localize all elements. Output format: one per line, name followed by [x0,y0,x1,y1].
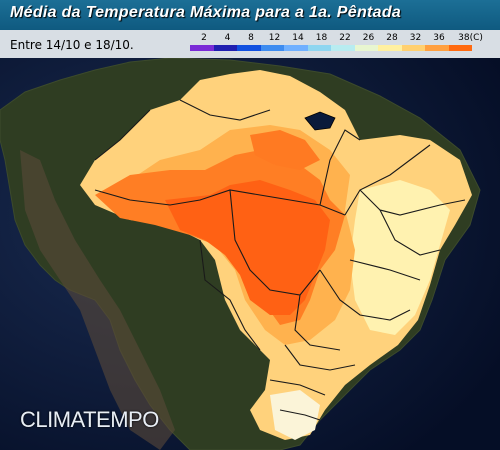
scale-swatch [237,45,261,51]
scale-label: 18 [315,33,328,43]
scale-swatch [284,45,308,51]
legend-bar [0,30,500,58]
map-title: Média da Temperatura Máxima para a 1a. P… [10,4,402,21]
scale-label: 38(C) [458,33,483,43]
scale-label: 2 [201,33,207,43]
scale-label: 22 [339,33,351,43]
scale-swatch [378,45,402,51]
scale-labels: 2 4 8 12 14 18 22 26 28 32 36 38(C) [190,33,500,43]
temperature-map [0,58,500,450]
scale-label: 26 [362,33,375,43]
title-bar: Média da Temperatura Máxima para a 1a. P… [0,0,500,30]
andes [20,150,175,450]
scale-label: 12 [268,33,281,43]
scale-swatch [425,45,449,51]
scale-swatch [307,45,331,51]
scale-label: 8 [248,33,254,43]
scale-label: 14 [292,33,304,43]
scale-swatch [331,45,355,51]
scale-swatch [213,45,237,51]
scale-swatch [190,45,214,51]
period-label: Entre 14/10 e 18/10. [10,38,134,52]
scale-label: 32 [409,33,422,43]
scale-swatch [354,45,378,51]
scale-label: 28 [386,33,398,43]
zone-cool-south [270,390,320,440]
zone-38 [165,180,330,315]
climatempo-logo: CLIMATEMPO [20,407,159,432]
zone-38-north [250,130,320,170]
scale-swatch [448,45,472,51]
scale-swatch [401,45,425,51]
scale-swatch [260,45,284,51]
color-scale [190,45,480,51]
scale-label: 4 [224,33,231,43]
borders [94,99,466,421]
zone-26-28 [350,180,450,335]
marajo-island [304,111,336,131]
scale-label: 36 [433,33,445,43]
